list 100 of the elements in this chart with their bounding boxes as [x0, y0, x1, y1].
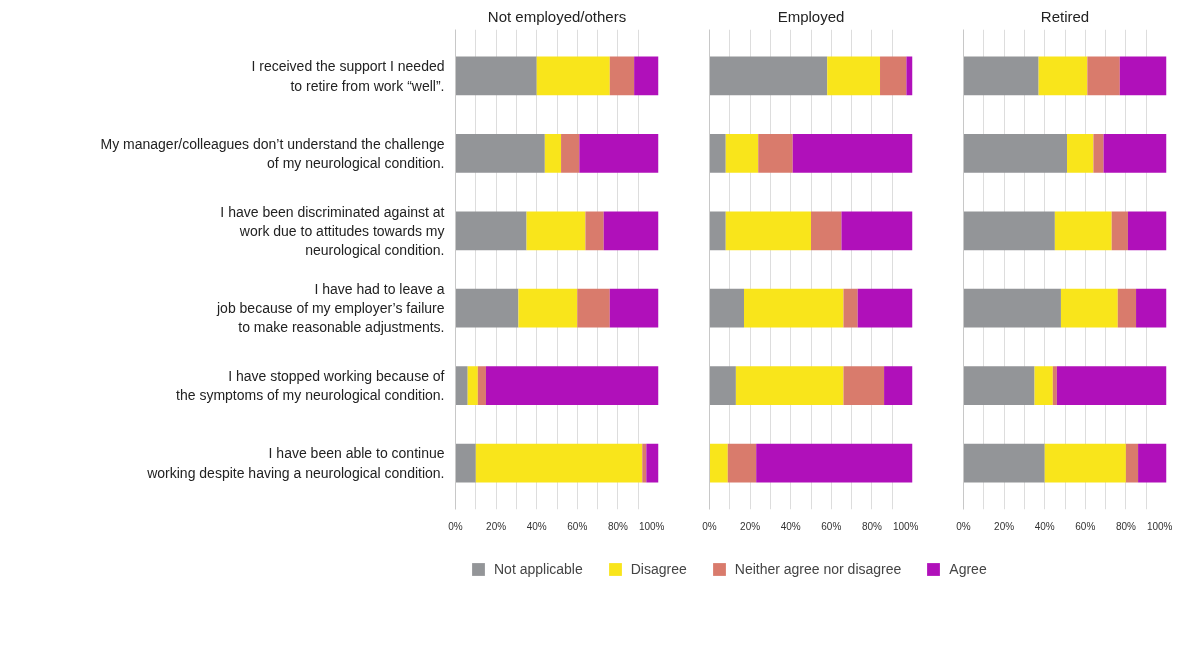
bar	[884, 366, 913, 405]
y-tick-label: I have been discriminated against at work due to attitudes towards my neurological condition.	[220, 203, 445, 258]
x-tick-label: 0%	[702, 520, 717, 532]
bar	[518, 288, 578, 328]
chart-title: Retired	[1040, 7, 1090, 25]
bar	[1103, 134, 1167, 173]
bar	[455, 134, 545, 173]
bar	[906, 56, 913, 96]
bar	[609, 56, 635, 96]
legend-label: Neither agree nor disagree	[734, 561, 902, 577]
x-tick-label: 80%	[607, 520, 629, 532]
y-tick-label: I have been able to continue working despite having a neurological condition.	[146, 445, 445, 481]
bar	[1067, 134, 1094, 173]
bar	[843, 288, 858, 328]
x-tick-label: 60%	[1075, 520, 1096, 532]
bar	[727, 443, 757, 483]
bar	[709, 288, 745, 328]
bar	[467, 366, 478, 405]
bar	[455, 56, 537, 96]
bar	[1125, 443, 1139, 483]
bar	[455, 443, 476, 483]
x-tick-label: 80%	[861, 520, 883, 532]
bar	[725, 211, 811, 251]
bar	[709, 211, 726, 251]
bar	[963, 134, 1068, 173]
bar	[585, 211, 604, 251]
bar	[963, 56, 1039, 96]
legend-label: Agree	[949, 561, 987, 577]
x-tick-label: 60%	[567, 520, 588, 532]
bar	[857, 288, 913, 328]
bar	[827, 56, 881, 96]
x-tick-label: 100%	[1146, 520, 1173, 532]
bar	[811, 211, 842, 251]
bar	[963, 211, 1055, 251]
x-tick-label: 40%	[526, 520, 547, 532]
chart-title: Employed	[777, 7, 845, 25]
bar	[1087, 56, 1120, 96]
bar	[1119, 56, 1167, 96]
bar	[963, 443, 1045, 483]
bar	[536, 56, 610, 96]
bar	[841, 211, 913, 251]
x-tick-label: 20%	[740, 520, 761, 532]
bar	[735, 366, 844, 405]
x-tick-label: 80%	[1115, 520, 1137, 532]
bar	[544, 134, 562, 173]
bar	[963, 288, 1061, 328]
bar	[1111, 211, 1128, 251]
y-tick-label: I have had to leave a job because of my employer’s failure to make reasonable adjustments.	[216, 281, 445, 336]
x-tick-label: 0%	[956, 520, 971, 532]
bar	[709, 56, 828, 96]
bar	[642, 443, 647, 483]
bar	[526, 211, 586, 251]
bar	[725, 134, 759, 173]
bar	[963, 366, 1035, 405]
bar	[758, 134, 793, 173]
bar	[1138, 443, 1167, 483]
bar	[475, 443, 643, 483]
bar	[455, 366, 468, 405]
bar	[880, 56, 907, 96]
bar	[1052, 366, 1057, 405]
bar	[744, 288, 844, 328]
x-tick-label: 40%	[1034, 520, 1055, 532]
bar	[1054, 211, 1112, 251]
legend-label: Disagree	[630, 561, 687, 577]
bar	[455, 211, 527, 251]
bar	[1117, 288, 1137, 328]
bar	[485, 366, 659, 405]
bar	[1056, 366, 1167, 405]
y-tick-label: My manager/colleagues don’t understand the challenge of my neurological condition.	[100, 135, 445, 171]
bar	[843, 366, 885, 405]
x-tick-label: 40%	[780, 520, 801, 532]
y-tick-label: I received the support I needed to retire from work “well”.	[251, 58, 445, 94]
bar	[561, 134, 580, 173]
bar	[455, 288, 519, 328]
bar	[709, 134, 726, 173]
bar	[603, 211, 659, 251]
bar	[1038, 56, 1088, 96]
bar	[609, 288, 659, 328]
bar	[792, 134, 913, 173]
chart-title: Not employed/others	[487, 7, 627, 25]
bar	[646, 443, 659, 483]
bar	[1136, 288, 1167, 328]
bar	[1044, 443, 1126, 483]
y-tick-label: I have stopped working because of the symptoms of my neurological condition.	[176, 368, 445, 404]
x-tick-label: 20%	[994, 520, 1015, 532]
x-tick-label: 60%	[821, 520, 842, 532]
x-tick-label: 0%	[448, 520, 463, 532]
bar	[756, 443, 913, 483]
bar	[477, 366, 486, 405]
bar	[1093, 134, 1104, 173]
bar	[577, 288, 610, 328]
bar	[579, 134, 659, 173]
legend-label: Not applicable	[494, 561, 583, 577]
bar	[709, 366, 736, 405]
bar	[1034, 366, 1053, 405]
bar	[1127, 211, 1167, 251]
bar	[1060, 288, 1118, 328]
x-tick-label: 20%	[486, 520, 507, 532]
bar	[634, 56, 659, 96]
x-tick-label: 100%	[638, 520, 665, 532]
